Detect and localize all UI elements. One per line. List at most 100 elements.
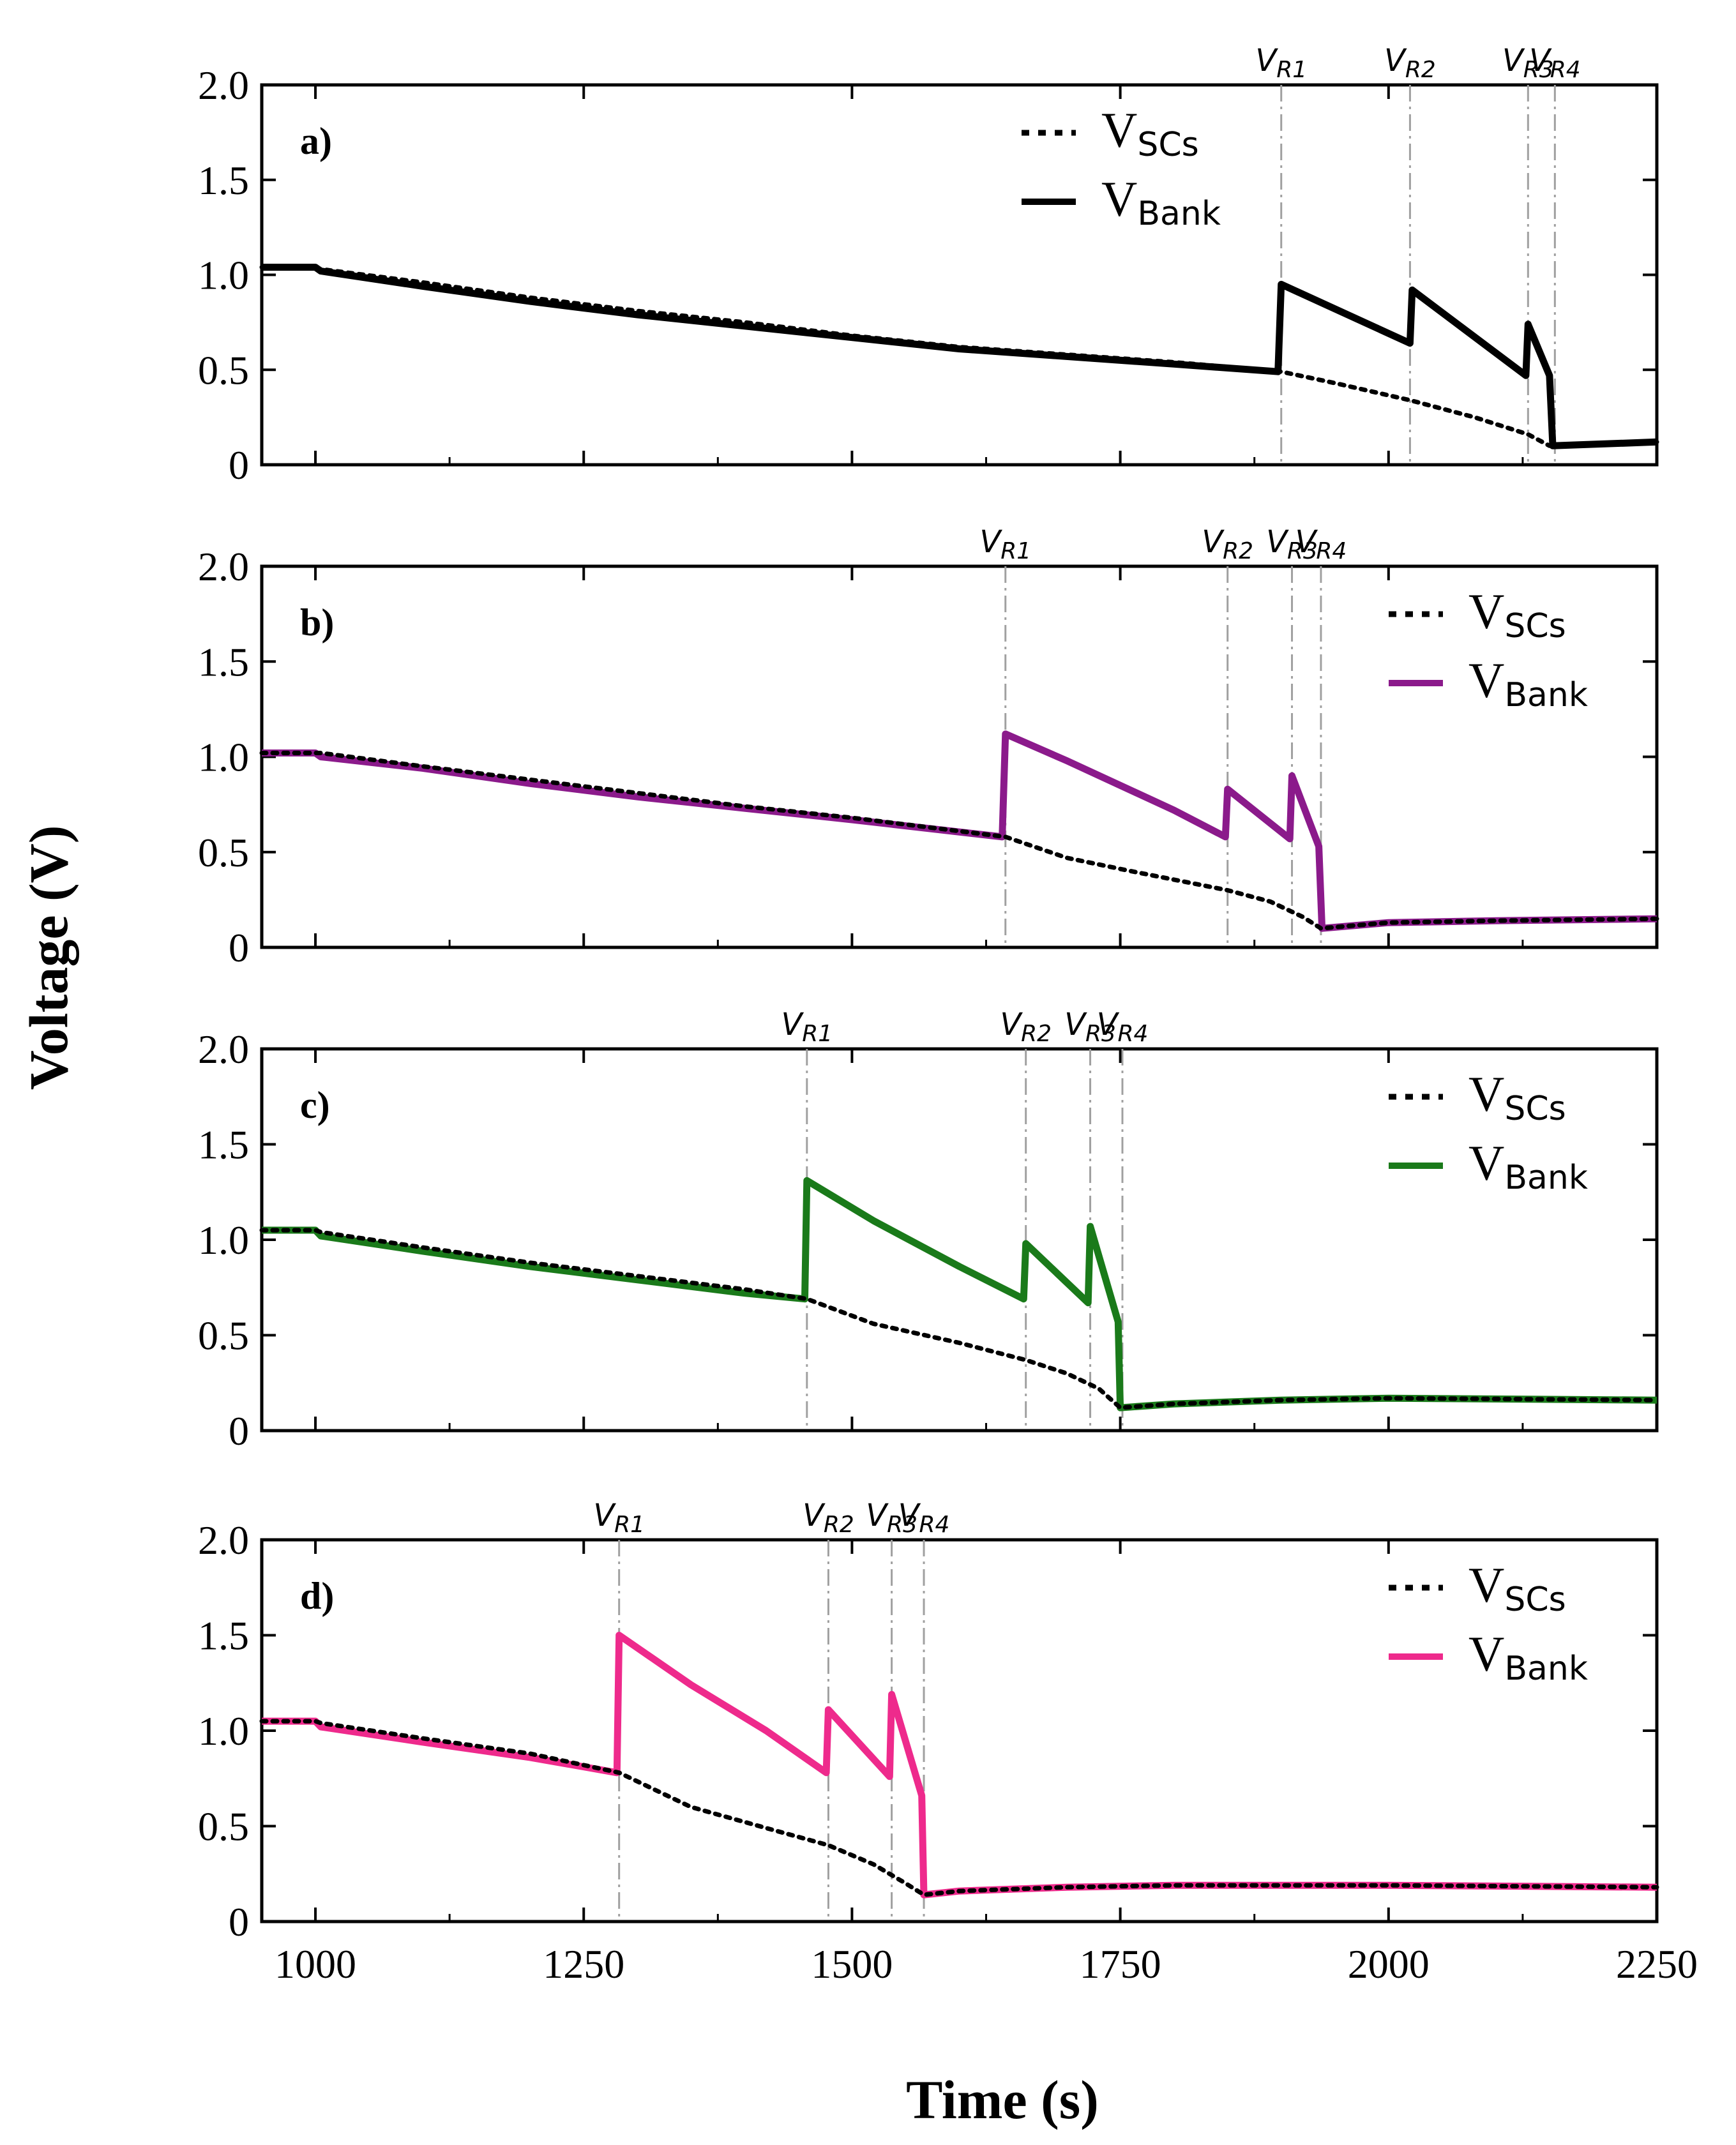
legend-label-scs-sub: SCs bbox=[1137, 126, 1198, 164]
y-tick-label-a: 2.0 bbox=[198, 63, 249, 108]
legend-label-scs: VSCs bbox=[1468, 1066, 1566, 1128]
legend-label-bank: VBank bbox=[1101, 171, 1221, 233]
marker-label-r1-base: V bbox=[593, 1498, 616, 1533]
legend-label-scs-sub: SCs bbox=[1504, 1581, 1566, 1619]
marker-label-r1-sub: R1 bbox=[802, 1021, 833, 1047]
legend-label-bank-sub: Bank bbox=[1504, 676, 1588, 714]
panel-label-d: d) bbox=[300, 1575, 334, 1617]
x-tick-label-d: 1750 bbox=[1080, 1941, 1161, 1987]
marker-label-r3-sub: R3 bbox=[1085, 1021, 1116, 1047]
legend-label-scs-sub: SCs bbox=[1504, 607, 1566, 645]
marker-label-r3-base: V bbox=[1064, 1007, 1087, 1042]
series-vscs-line-c bbox=[259, 1228, 1659, 1410]
y-tick-label-d: 2.0 bbox=[198, 1517, 249, 1563]
marker-label-r3-sub: R3 bbox=[1523, 57, 1554, 83]
marker-label-r4: VR4 bbox=[898, 1498, 950, 1538]
marker-label-r2-sub: R2 bbox=[824, 1512, 854, 1538]
legend-label-scs: VSCs bbox=[1468, 583, 1566, 645]
marker-label-r3: VR3 bbox=[1266, 524, 1318, 564]
marker-label-r2-base: V bbox=[803, 1498, 826, 1533]
marker-label-r4: VR4 bbox=[1529, 43, 1581, 83]
series-vscs-line-d bbox=[259, 1719, 1659, 1897]
marker-label-r1: VR1 bbox=[1255, 43, 1307, 83]
y-tick-label-b: 0.5 bbox=[198, 830, 249, 875]
legend-label-bank-sub: Bank bbox=[1137, 195, 1221, 233]
legend-label-bank: VBank bbox=[1468, 1626, 1588, 1688]
y-tick-label-c: 0.5 bbox=[198, 1313, 249, 1358]
legend-label-scs: VSCs bbox=[1468, 1557, 1566, 1619]
marker-label-r2-sub: R2 bbox=[1405, 57, 1436, 83]
legend-label-bank: VBank bbox=[1468, 652, 1588, 714]
legend-label-bank-sub: Bank bbox=[1504, 1650, 1588, 1688]
marker-label-r3-base: V bbox=[1502, 43, 1525, 79]
legend-label-bank-base: V bbox=[1101, 171, 1137, 227]
marker-label-r3-sub: R3 bbox=[1287, 538, 1318, 564]
marker-label-r2: VR2 bbox=[803, 1498, 854, 1538]
marker-label-r2: VR2 bbox=[1384, 43, 1436, 83]
panel-label-c: c) bbox=[300, 1084, 330, 1126]
panel-label-a: a) bbox=[300, 120, 332, 162]
legend-label-scs-base: V bbox=[1101, 102, 1137, 158]
marker-label-r2-sub: R2 bbox=[1021, 1021, 1052, 1047]
y-tick-label-b: 0 bbox=[229, 925, 249, 970]
legend-label-scs: VSCs bbox=[1101, 102, 1199, 164]
marker-label-r3-base: V bbox=[866, 1498, 889, 1533]
marker-label-r4: VR4 bbox=[1097, 1007, 1149, 1047]
marker-label-r1-base: V bbox=[979, 524, 1002, 560]
y-tick-label-d: 0 bbox=[229, 1899, 249, 1945]
marker-label-r3: VR3 bbox=[866, 1498, 917, 1538]
y-tick-label-c: 1.0 bbox=[198, 1217, 249, 1263]
marker-label-r3-base: V bbox=[1266, 524, 1289, 560]
x-tick-label-d: 2250 bbox=[1616, 1941, 1698, 1987]
y-tick-label-d: 1.0 bbox=[198, 1708, 249, 1754]
x-axis-title: Time (s) bbox=[906, 2069, 1099, 2130]
x-tick-label-d: 1500 bbox=[811, 1941, 893, 1987]
x-tick-label-d: 2000 bbox=[1348, 1941, 1430, 1987]
y-tick-label-a: 0.5 bbox=[198, 347, 249, 393]
series-vscs-line-a bbox=[259, 265, 1659, 448]
marker-label-r1-sub: R1 bbox=[1000, 538, 1031, 564]
marker-label-r4-sub: R4 bbox=[919, 1512, 949, 1538]
panel-label-b: b) bbox=[300, 601, 334, 644]
marker-label-r4-base: V bbox=[1529, 43, 1552, 79]
marker-label-r4-base: V bbox=[1295, 524, 1318, 560]
marker-label-r4-sub: R4 bbox=[1316, 538, 1347, 564]
marker-label-r3: VR3 bbox=[1502, 43, 1554, 83]
marker-label-r2-base: V bbox=[1384, 43, 1407, 79]
series-vbank-line-a bbox=[262, 264, 1657, 449]
marker-label-r1: VR1 bbox=[593, 1498, 645, 1538]
marker-label-r2-sub: R2 bbox=[1223, 538, 1253, 564]
marker-label-r3-sub: R3 bbox=[887, 1512, 917, 1538]
x-tick-label-d: 1250 bbox=[543, 1941, 624, 1987]
marker-label-r2-base: V bbox=[1202, 524, 1225, 560]
marker-label-r1-base: V bbox=[781, 1007, 804, 1042]
panels-group: 00.51.01.52.0a)VR1 VR2 VR3VR4VSCsVBank00.5… bbox=[198, 43, 1698, 1987]
legend-label-scs-base: V bbox=[1468, 1557, 1504, 1613]
marker-label-r4-sub: R4 bbox=[1550, 57, 1581, 83]
series-vbank-line-b bbox=[262, 730, 1657, 932]
y-tick-label-c: 2.0 bbox=[198, 1027, 249, 1072]
legend-label-scs-base: V bbox=[1468, 1066, 1504, 1122]
plot-frame-a bbox=[260, 83, 1659, 467]
marker-label-r1: VR1 bbox=[781, 1007, 833, 1047]
series-vbank-line-c bbox=[262, 1177, 1657, 1411]
legend-label-bank-base: V bbox=[1468, 1626, 1504, 1682]
plot-frame-d bbox=[260, 1538, 1659, 1923]
marker-label-r2-base: V bbox=[1000, 1007, 1023, 1042]
marker-label-r1-sub: R1 bbox=[614, 1512, 645, 1538]
marker-label-r4: VR4 bbox=[1295, 524, 1347, 564]
y-tick-label-a: 1.5 bbox=[198, 158, 249, 203]
marker-label-r4-base: V bbox=[1097, 1007, 1120, 1042]
y-tick-label-b: 1.5 bbox=[198, 639, 249, 684]
x-tick-label-d: 1000 bbox=[275, 1941, 356, 1987]
legend-label-bank-base: V bbox=[1468, 1135, 1504, 1191]
series-vscs-line-b bbox=[259, 751, 1659, 931]
y-tick-label-c: 1.5 bbox=[198, 1122, 249, 1168]
marker-label-r2: VR2 bbox=[1202, 524, 1253, 564]
marker-label-r1-base: V bbox=[1255, 43, 1278, 79]
y-tick-label-d: 1.5 bbox=[198, 1613, 249, 1659]
series-vbank-line-d bbox=[262, 1632, 1657, 1899]
